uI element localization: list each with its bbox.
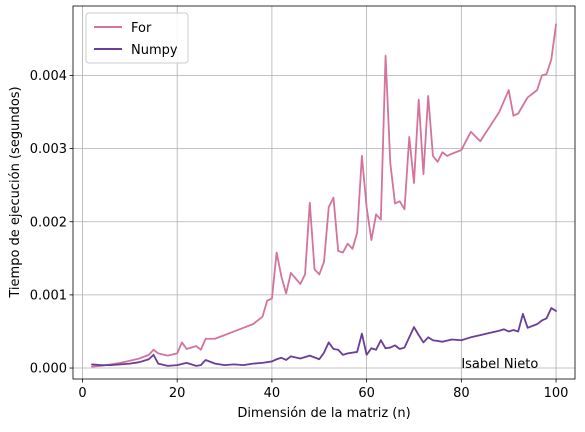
legend-label-numpy: Numpy (131, 43, 178, 58)
y-tick-label: 0.000 (30, 362, 67, 377)
x-tick-label: 80 (453, 386, 470, 401)
legend-label-for: For (131, 21, 152, 36)
series-lines (91, 23, 557, 368)
x-tick-label: 0 (78, 386, 86, 401)
x-axis-label: Dimensión de la matriz (n) (237, 406, 410, 421)
author-annotation: Isabel Nieto (461, 357, 538, 372)
series-line-numpy (91, 307, 557, 367)
y-tick-label: 0.002 (30, 215, 67, 230)
series-line-for (91, 23, 557, 368)
x-tick-label: 60 (358, 386, 375, 401)
plot-area-frame (72, 5, 576, 380)
legend: For Numpy (85, 12, 189, 64)
x-tick-label: 40 (264, 386, 281, 401)
legend-box (85, 12, 189, 64)
y-tick-label: 0.004 (30, 69, 67, 84)
grid-lines (73, 6, 575, 379)
y-tick-label: 0.001 (30, 288, 67, 303)
y-tick-label: 0.003 (30, 142, 67, 157)
x-tick-label: 100 (544, 386, 569, 401)
x-tick-label: 20 (169, 386, 186, 401)
axis-ticks: 0 20 40 60 80 100 0.000 0.001 0.002 0.003 0.004 (30, 69, 569, 401)
y-axis-label: Tiempo de ejecución (segundos) (8, 86, 23, 298)
